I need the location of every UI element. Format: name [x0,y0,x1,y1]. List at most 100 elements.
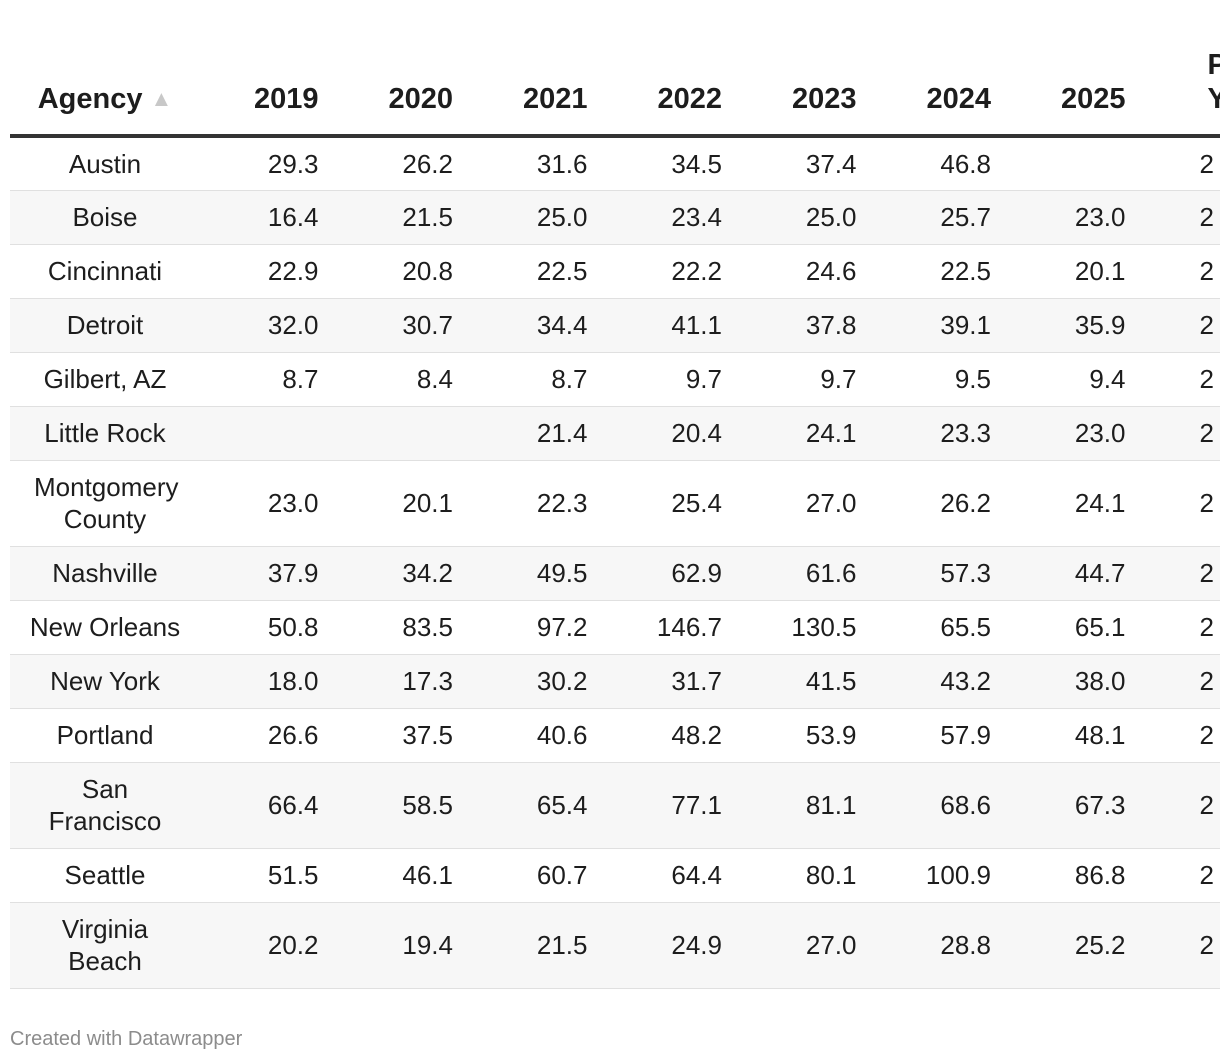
cell-value-2024: 28.8 [872,902,1007,989]
cell-value-2021: 49.5 [469,546,604,601]
cell-value-truncated: 2 [1141,848,1220,903]
cell-agency: Detroit [10,298,200,353]
cell-value-truncated: 2 [1141,190,1220,245]
cell-value-2021: 21.4 [469,406,604,461]
cell-agency: Montgomery County [10,460,200,547]
cell-value-2023: 24.6 [738,244,873,299]
cell-agency: Virginia Beach [10,902,200,989]
cell-value-2019: 66.4 [200,762,335,849]
cell-value-2022: 24.9 [603,902,738,989]
cell-value-2024: 26.2 [872,460,1007,547]
cell-value-2020: 58.5 [334,762,469,849]
cell-value-2022: 77.1 [603,762,738,849]
column-header-2021[interactable]: 2021 [469,0,604,138]
table-row: Little Rock 21.4 20.4 24.1 23.3 23.0 2 [10,406,1220,461]
cell-value-2019: 26.6 [200,708,335,763]
cell-value-2020: 34.2 [334,546,469,601]
cell-value-2023: 81.1 [738,762,873,849]
cell-value-2024: 100.9 [872,848,1007,903]
cell-value-truncated: 2 [1141,600,1220,655]
table-row: Montgomery County 23.0 20.1 22.3 25.4 27.0 26.… [10,460,1220,547]
column-header-2023[interactable]: 2023 [738,0,873,138]
column-header-2020[interactable]: 2020 [334,0,469,138]
cell-value-2023: 53.9 [738,708,873,763]
table-row: Seattle 51.5 46.1 60.7 64.4 80.1 100.9 86.8 2 [10,848,1220,903]
cell-agency: Seattle [10,848,200,903]
table-row: Virginia Beach 20.2 19.4 21.5 24.9 27.0 28.8 25… [10,902,1220,989]
cell-value-2023: 24.1 [738,406,873,461]
cell-value-2019: 16.4 [200,190,335,245]
cell-value-2020: 19.4 [334,902,469,989]
cell-value-2024: 23.3 [872,406,1007,461]
cell-value-2020: 30.7 [334,298,469,353]
cell-value-2024: 9.5 [872,352,1007,407]
column-header-2025[interactable]: 2025 [1007,0,1142,138]
cell-value-truncated: 2 [1141,460,1220,547]
cell-value-2019: 50.8 [200,600,335,655]
cell-value-truncated: 2 [1141,708,1220,763]
column-header-2022[interactable]: 2022 [603,0,738,138]
cell-value-2023: 41.5 [738,654,873,709]
column-header-truncated-line2: Y [1207,83,1220,115]
cell-value-truncated: 2 [1141,546,1220,601]
cell-value-2020: 37.5 [334,708,469,763]
table-row: San Francisco 66.4 58.5 65.4 77.1 81.1 68.6 67.… [10,762,1220,849]
table-row: Portland 26.6 37.5 40.6 48.2 53.9 57.9 48.1 2 [10,708,1220,763]
cell-value-2024: 57.3 [872,546,1007,601]
cell-value-2019: 23.0 [200,460,335,547]
cell-value-2021: 30.2 [469,654,604,709]
cell-agency: Gilbert, AZ [10,352,200,407]
cell-agency: Austin [10,136,200,191]
cell-value-2019 [200,406,335,461]
cell-value-2022: 20.4 [603,406,738,461]
table-row: New Orleans 50.8 83.5 97.2 146.7 130.5 65.5 65.… [10,600,1220,655]
cell-value-2025: 38.0 [1007,654,1142,709]
cell-value-truncated: 2 [1141,762,1220,849]
cell-value-truncated: 2 [1141,136,1220,191]
cell-value-2022: 41.1 [603,298,738,353]
datawrapper-credit[interactable]: Created with Datawrapper [10,1028,243,1050]
cell-value-truncated: 2 [1141,406,1220,461]
table-row: Boise 16.4 21.5 25.0 23.4 25.0 25.7 23.0 2 [10,190,1220,245]
cell-value-2024: 22.5 [872,244,1007,299]
cell-agency: Cincinnati [10,244,200,299]
cell-value-2021: 60.7 [469,848,604,903]
cell-value-truncated: 2 [1141,298,1220,353]
column-header-2019[interactable]: 2019 [200,0,335,138]
cell-agency: Boise [10,190,200,245]
cell-value-2023: 37.4 [738,136,873,191]
cell-value-2024: 46.8 [872,136,1007,191]
cell-value-2025: 67.3 [1007,762,1142,849]
cell-value-2025: 23.0 [1007,406,1142,461]
cell-value-2019: 37.9 [200,546,335,601]
cell-value-2021: 8.7 [469,352,604,407]
cell-value-2019: 32.0 [200,298,335,353]
cell-value-2022: 31.7 [603,654,738,709]
cell-value-2023: 61.6 [738,546,873,601]
cell-value-2025: 48.1 [1007,708,1142,763]
column-header-truncated-line1: P [1207,49,1220,81]
cell-value-2019: 8.7 [200,352,335,407]
cell-value-2022: 9.7 [603,352,738,407]
cell-value-2025: 9.4 [1007,352,1142,407]
cell-value-2020: 83.5 [334,600,469,655]
cell-value-2024: 43.2 [872,654,1007,709]
cell-value-2019: 29.3 [200,136,335,191]
sort-ascending-icon: ▲ [150,86,173,111]
cell-value-2024: 57.9 [872,708,1007,763]
column-header-2024[interactable]: 2024 [872,0,1007,138]
cell-agency: Little Rock [10,406,200,461]
cell-value-2025: 65.1 [1007,600,1142,655]
cell-value-2021: 25.0 [469,190,604,245]
cell-value-2025 [1007,136,1142,191]
cell-agency: New Orleans [10,600,200,655]
cell-value-2022: 22.2 [603,244,738,299]
table-row: Gilbert, AZ 8.7 8.4 8.7 9.7 9.7 9.5 9.4 2 [10,352,1220,407]
column-header-agency[interactable]: Agency ▲ [10,0,200,138]
table-row: Austin 29.3 26.2 31.6 34.5 37.4 46.8 2 [10,136,1220,191]
column-header-agency-label: Agency [37,83,143,115]
cell-value-2021: 65.4 [469,762,604,849]
cell-value-2020: 17.3 [334,654,469,709]
cell-value-2022: 64.4 [603,848,738,903]
